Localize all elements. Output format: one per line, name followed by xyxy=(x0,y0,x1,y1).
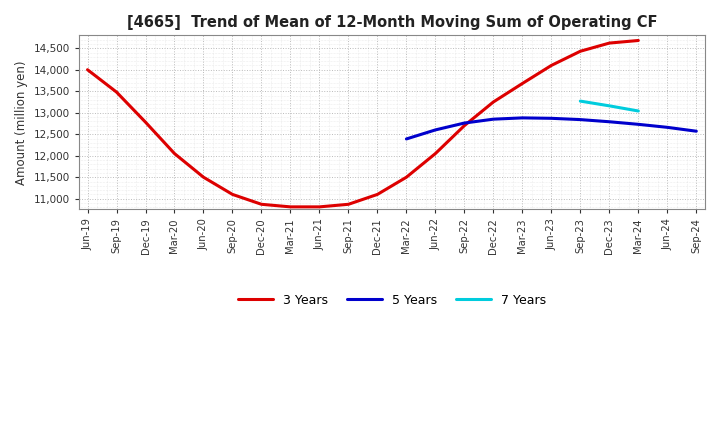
3 Years xyxy=(170,151,179,156)
3 Years xyxy=(228,192,237,197)
3 Years xyxy=(576,48,585,54)
3 Years xyxy=(199,175,208,180)
3 Years xyxy=(112,89,121,95)
3 Years xyxy=(286,204,294,209)
Line: 7 Years: 7 Years xyxy=(580,101,639,111)
5 Years xyxy=(605,119,613,125)
3 Years xyxy=(84,67,92,72)
3 Years xyxy=(257,202,266,207)
3 Years xyxy=(547,63,556,68)
7 Years xyxy=(605,103,613,109)
Line: 3 Years: 3 Years xyxy=(88,40,639,207)
5 Years xyxy=(402,136,410,142)
5 Years xyxy=(576,117,585,122)
7 Years xyxy=(634,108,643,114)
5 Years xyxy=(460,121,469,126)
Legend: 3 Years, 5 Years, 7 Years: 3 Years, 5 Years, 7 Years xyxy=(233,289,551,312)
5 Years xyxy=(489,117,498,122)
5 Years xyxy=(518,115,527,121)
3 Years xyxy=(489,99,498,105)
3 Years xyxy=(518,81,527,86)
5 Years xyxy=(431,127,440,132)
5 Years xyxy=(692,128,701,134)
5 Years xyxy=(663,125,672,130)
3 Years xyxy=(431,151,440,156)
3 Years xyxy=(402,175,410,180)
3 Years xyxy=(141,120,150,125)
3 Years xyxy=(460,123,469,128)
3 Years xyxy=(344,202,353,207)
3 Years xyxy=(315,204,324,209)
Title: [4665]  Trend of Mean of 12-Month Moving Sum of Operating CF: [4665] Trend of Mean of 12-Month Moving … xyxy=(127,15,657,30)
5 Years xyxy=(634,122,643,127)
3 Years xyxy=(373,192,382,197)
5 Years xyxy=(547,116,556,121)
3 Years xyxy=(605,40,613,46)
Line: 5 Years: 5 Years xyxy=(406,118,696,139)
Y-axis label: Amount (million yen): Amount (million yen) xyxy=(15,60,28,185)
3 Years xyxy=(634,38,643,43)
7 Years xyxy=(576,99,585,104)
